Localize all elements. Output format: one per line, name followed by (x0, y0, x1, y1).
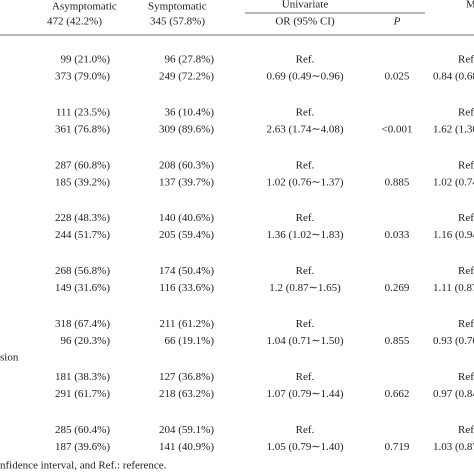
cell: Ref. (296, 159, 315, 171)
cell: Ref (458, 424, 474, 436)
cell: 0.033 (385, 229, 410, 241)
cell: 140 (40.6%) (159, 212, 214, 224)
cell: 1.03 (0.87 (433, 441, 474, 453)
cell: 249 (72.2%) (159, 71, 214, 83)
cell: 1.62 (1.30 (433, 123, 474, 135)
cell: 244 (51.7%) (55, 229, 110, 241)
row-label: sion (0, 352, 19, 364)
cell: 1.07 (0.79∼1.44) (266, 388, 343, 400)
cell: 185 (39.2%) (55, 176, 110, 188)
cell: 1.16 (0.94 (433, 229, 474, 241)
cell: 99 (21.0%) (61, 54, 111, 66)
cell: 0.269 (385, 282, 410, 294)
cell: 127 (36.8%) (159, 371, 214, 383)
cell: 149 (31.6%) (55, 282, 110, 294)
cell: Ref (458, 212, 474, 224)
cell: 187 (39.6%) (55, 441, 110, 453)
cell: 1.04 (0.71∼1.50) (266, 335, 343, 347)
cell: 211 (61.2%) (159, 318, 214, 330)
cell: 0.855 (385, 335, 410, 347)
cell: Ref. (296, 106, 315, 118)
cell: 141 (40.9%) (159, 441, 214, 453)
cell: 205 (59.4%) (159, 229, 214, 241)
cell: 1.02 (0.76∼1.37) (266, 176, 343, 188)
cell: 373 (79.0%) (55, 71, 110, 83)
col-header: P (393, 16, 401, 28)
cell: 0.84 (0.68 (433, 71, 474, 83)
col-group-header: M (466, 0, 474, 11)
cell: Ref. (296, 212, 315, 224)
col-header: OR (95% CI) (275, 16, 335, 28)
cell: 1.11 (0.87 (433, 282, 474, 294)
col-header-n: 345 (57.8%) (150, 16, 205, 28)
cell: Ref. (296, 54, 315, 66)
cell: 228 (48.3%) (55, 212, 110, 224)
col-group-header: Univariate (282, 0, 329, 11)
cell: 285 (60.4%) (55, 424, 110, 436)
cell: Ref. (296, 318, 315, 330)
col-header-n: 472 (42.2%) (47, 16, 102, 28)
cell: Ref (458, 106, 474, 118)
cell: 174 (50.4%) (159, 265, 214, 277)
cell: Ref (458, 54, 474, 66)
cell: 0.93 (0.76 (433, 335, 474, 347)
cell: 0.97 (0.84 (433, 388, 474, 400)
cell: 96 (20.3%) (61, 335, 111, 347)
cell: 0.69 (0.49∼0.96) (266, 71, 343, 83)
cell: Ref. (296, 371, 315, 383)
cell: 116 (33.6%) (159, 282, 214, 294)
cell: 287 (60.8%) (55, 159, 110, 171)
cell: 1.36 (1.02∼1.83) (266, 229, 343, 241)
cell: 137 (39.7%) (159, 176, 214, 188)
cell: 268 (56.8%) (55, 265, 110, 277)
cell: 1.02 (0.74 (433, 176, 474, 188)
cell: 2.63 (1.74∼4.08) (266, 123, 343, 135)
cell: 208 (60.3%) (159, 159, 214, 171)
cell: 361 (76.8%) (55, 123, 110, 135)
col-header: Asymptomatic (52, 1, 117, 13)
cell: Ref (458, 371, 474, 383)
cell: 318 (67.4%) (55, 318, 110, 330)
cell: 0.662 (385, 388, 410, 400)
col-header: Symptomatic (148, 1, 207, 13)
cell: Ref (458, 265, 474, 277)
cell: 111 (23.5%) (56, 106, 111, 118)
cell: 36 (10.4%) (165, 106, 215, 118)
cell: Ref (458, 318, 474, 330)
cell: 291 (61.7%) (55, 388, 110, 400)
cell: 0.025 (385, 71, 410, 83)
cell: 181 (38.3%) (55, 371, 110, 383)
cell: <0.001 (382, 123, 413, 135)
cell: 66 (19.1%) (165, 335, 215, 347)
cell: 309 (89.6%) (159, 123, 214, 135)
cell: 1.05 (0.79∼1.40) (266, 441, 343, 453)
cell: Ref. (296, 265, 315, 277)
cell: Ref (458, 159, 474, 171)
cell: 204 (59.1%) (159, 424, 214, 436)
cell: 0.719 (385, 441, 410, 453)
footnote: nfidence interval, and Ref.: reference. (0, 460, 167, 472)
cell: Ref. (296, 424, 315, 436)
cell: 218 (63.2%) (159, 388, 214, 400)
cell: 0.885 (385, 176, 410, 188)
cell: 96 (27.8%) (165, 54, 215, 66)
cell: 1.2 (0.87∼1.65) (269, 282, 341, 294)
